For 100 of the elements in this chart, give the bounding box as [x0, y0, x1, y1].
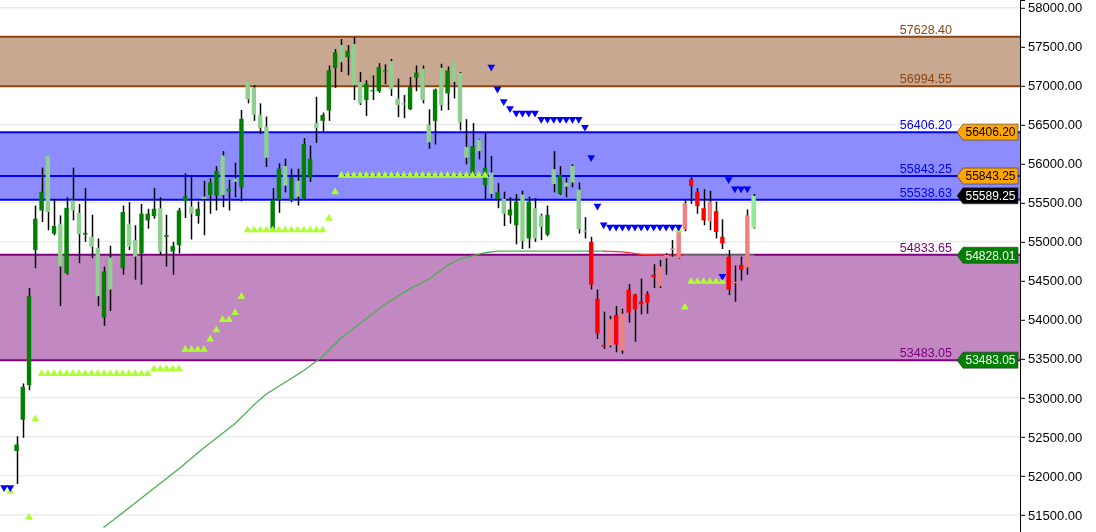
annotation: 55589.25	[965, 189, 1016, 204]
ref-line-label: 56994.55	[899, 72, 953, 87]
y-tick-label: 54000.00	[1028, 312, 1083, 328]
y-tick-label: 54500.00	[1028, 273, 1083, 289]
line-series	[103, 250, 605, 528]
annotation: 54828.01	[965, 248, 1016, 263]
y-tick-label: 52000.00	[1028, 468, 1083, 484]
point	[0, 485, 8, 493]
point	[606, 224, 614, 232]
y-tick-label: 53000.00	[1028, 390, 1083, 406]
candlestick	[738, 255, 744, 282]
candlestick	[339, 38, 344, 73]
ref-line-label: 57628.40	[899, 22, 953, 37]
candlestick	[407, 76, 413, 111]
point	[499, 99, 508, 106]
candlestick	[295, 167, 300, 207]
point	[718, 273, 727, 281]
candlestick	[695, 187, 700, 215]
point	[724, 177, 733, 184]
point	[518, 110, 527, 118]
y-tick-label: 53500.00	[1028, 351, 1083, 367]
candlestick	[320, 111, 325, 133]
point	[549, 117, 558, 124]
candlestick	[539, 212, 544, 241]
point	[568, 117, 577, 124]
candlestick	[345, 44, 350, 77]
candlestick	[445, 65, 450, 111]
y-tick-label: 57000.00	[1028, 78, 1083, 94]
ref-line-label: 56406.20	[899, 118, 953, 133]
candlestick	[551, 150, 556, 194]
point	[524, 110, 533, 118]
y-tick-label: 57500.00	[1028, 39, 1083, 55]
candlestick	[257, 102, 263, 135]
candlestick	[89, 214, 94, 260]
y-tick-label: 56500.00	[1028, 117, 1083, 133]
candlestick	[557, 165, 563, 196]
candlestick	[464, 118, 469, 166]
candlestick	[451, 61, 456, 100]
ref-line-label: 53483.05	[899, 346, 953, 361]
candlestick	[332, 48, 338, 89]
point	[543, 117, 552, 124]
candlestick	[495, 182, 500, 209]
ref-line-label: 55843.25	[899, 162, 953, 177]
candlestick	[39, 166, 44, 223]
y-tick-label: 56000.00	[1028, 156, 1083, 172]
annotation: 53483.05	[965, 353, 1016, 368]
candlestick	[688, 175, 694, 205]
point	[493, 86, 502, 94]
candlestick	[314, 96, 319, 144]
candlestick	[51, 198, 57, 236]
point	[656, 224, 664, 232]
y-tick-label: 55500.00	[1028, 195, 1083, 211]
point	[531, 110, 539, 118]
y-tick-label: 51500.00	[1028, 507, 1083, 523]
y-tick-label: 55000.00	[1028, 234, 1083, 250]
point	[631, 224, 639, 232]
candlestick	[645, 290, 650, 315]
annotation: 56406.20	[965, 125, 1016, 140]
candlestick	[189, 176, 194, 241]
candlestick	[501, 190, 506, 227]
candlestick	[601, 310, 606, 350]
point	[512, 110, 521, 118]
point	[587, 155, 596, 163]
y-tick-label: 58000.00	[1028, 0, 1083, 16]
candlestick	[282, 157, 288, 194]
point	[506, 106, 514, 113]
candlestick	[307, 144, 313, 183]
point	[599, 222, 608, 230]
candlestick	[395, 77, 400, 118]
candlestick	[76, 203, 82, 264]
ref-line-label: 55538.63	[899, 185, 953, 200]
point	[593, 203, 602, 211]
candlestick	[713, 200, 719, 240]
candlestick	[632, 293, 638, 343]
y-tick-label: 52500.00	[1028, 429, 1083, 445]
candlestick	[382, 63, 388, 85]
candlestick	[701, 188, 706, 227]
candlestick	[232, 161, 238, 199]
candlestick	[170, 241, 175, 276]
annotation: 55843.25	[965, 169, 1016, 184]
candlestick	[164, 214, 169, 268]
candlestick	[183, 172, 188, 219]
point	[487, 64, 496, 72]
point	[574, 117, 583, 124]
candlestick	[545, 204, 550, 237]
candlestick	[289, 167, 294, 204]
candlestick	[83, 187, 88, 243]
point	[556, 117, 564, 124]
candlestick	[414, 64, 419, 92]
ref-line-label: 54833.65	[899, 240, 953, 255]
candlestick	[507, 196, 513, 225]
candlestick	[657, 259, 663, 289]
candlestick	[133, 224, 138, 281]
point	[537, 117, 546, 124]
candlestick	[720, 218, 725, 250]
candlestick	[208, 177, 213, 215]
candlestick	[570, 163, 575, 189]
point	[562, 117, 571, 124]
candlestick	[626, 283, 631, 324]
point	[581, 124, 589, 132]
